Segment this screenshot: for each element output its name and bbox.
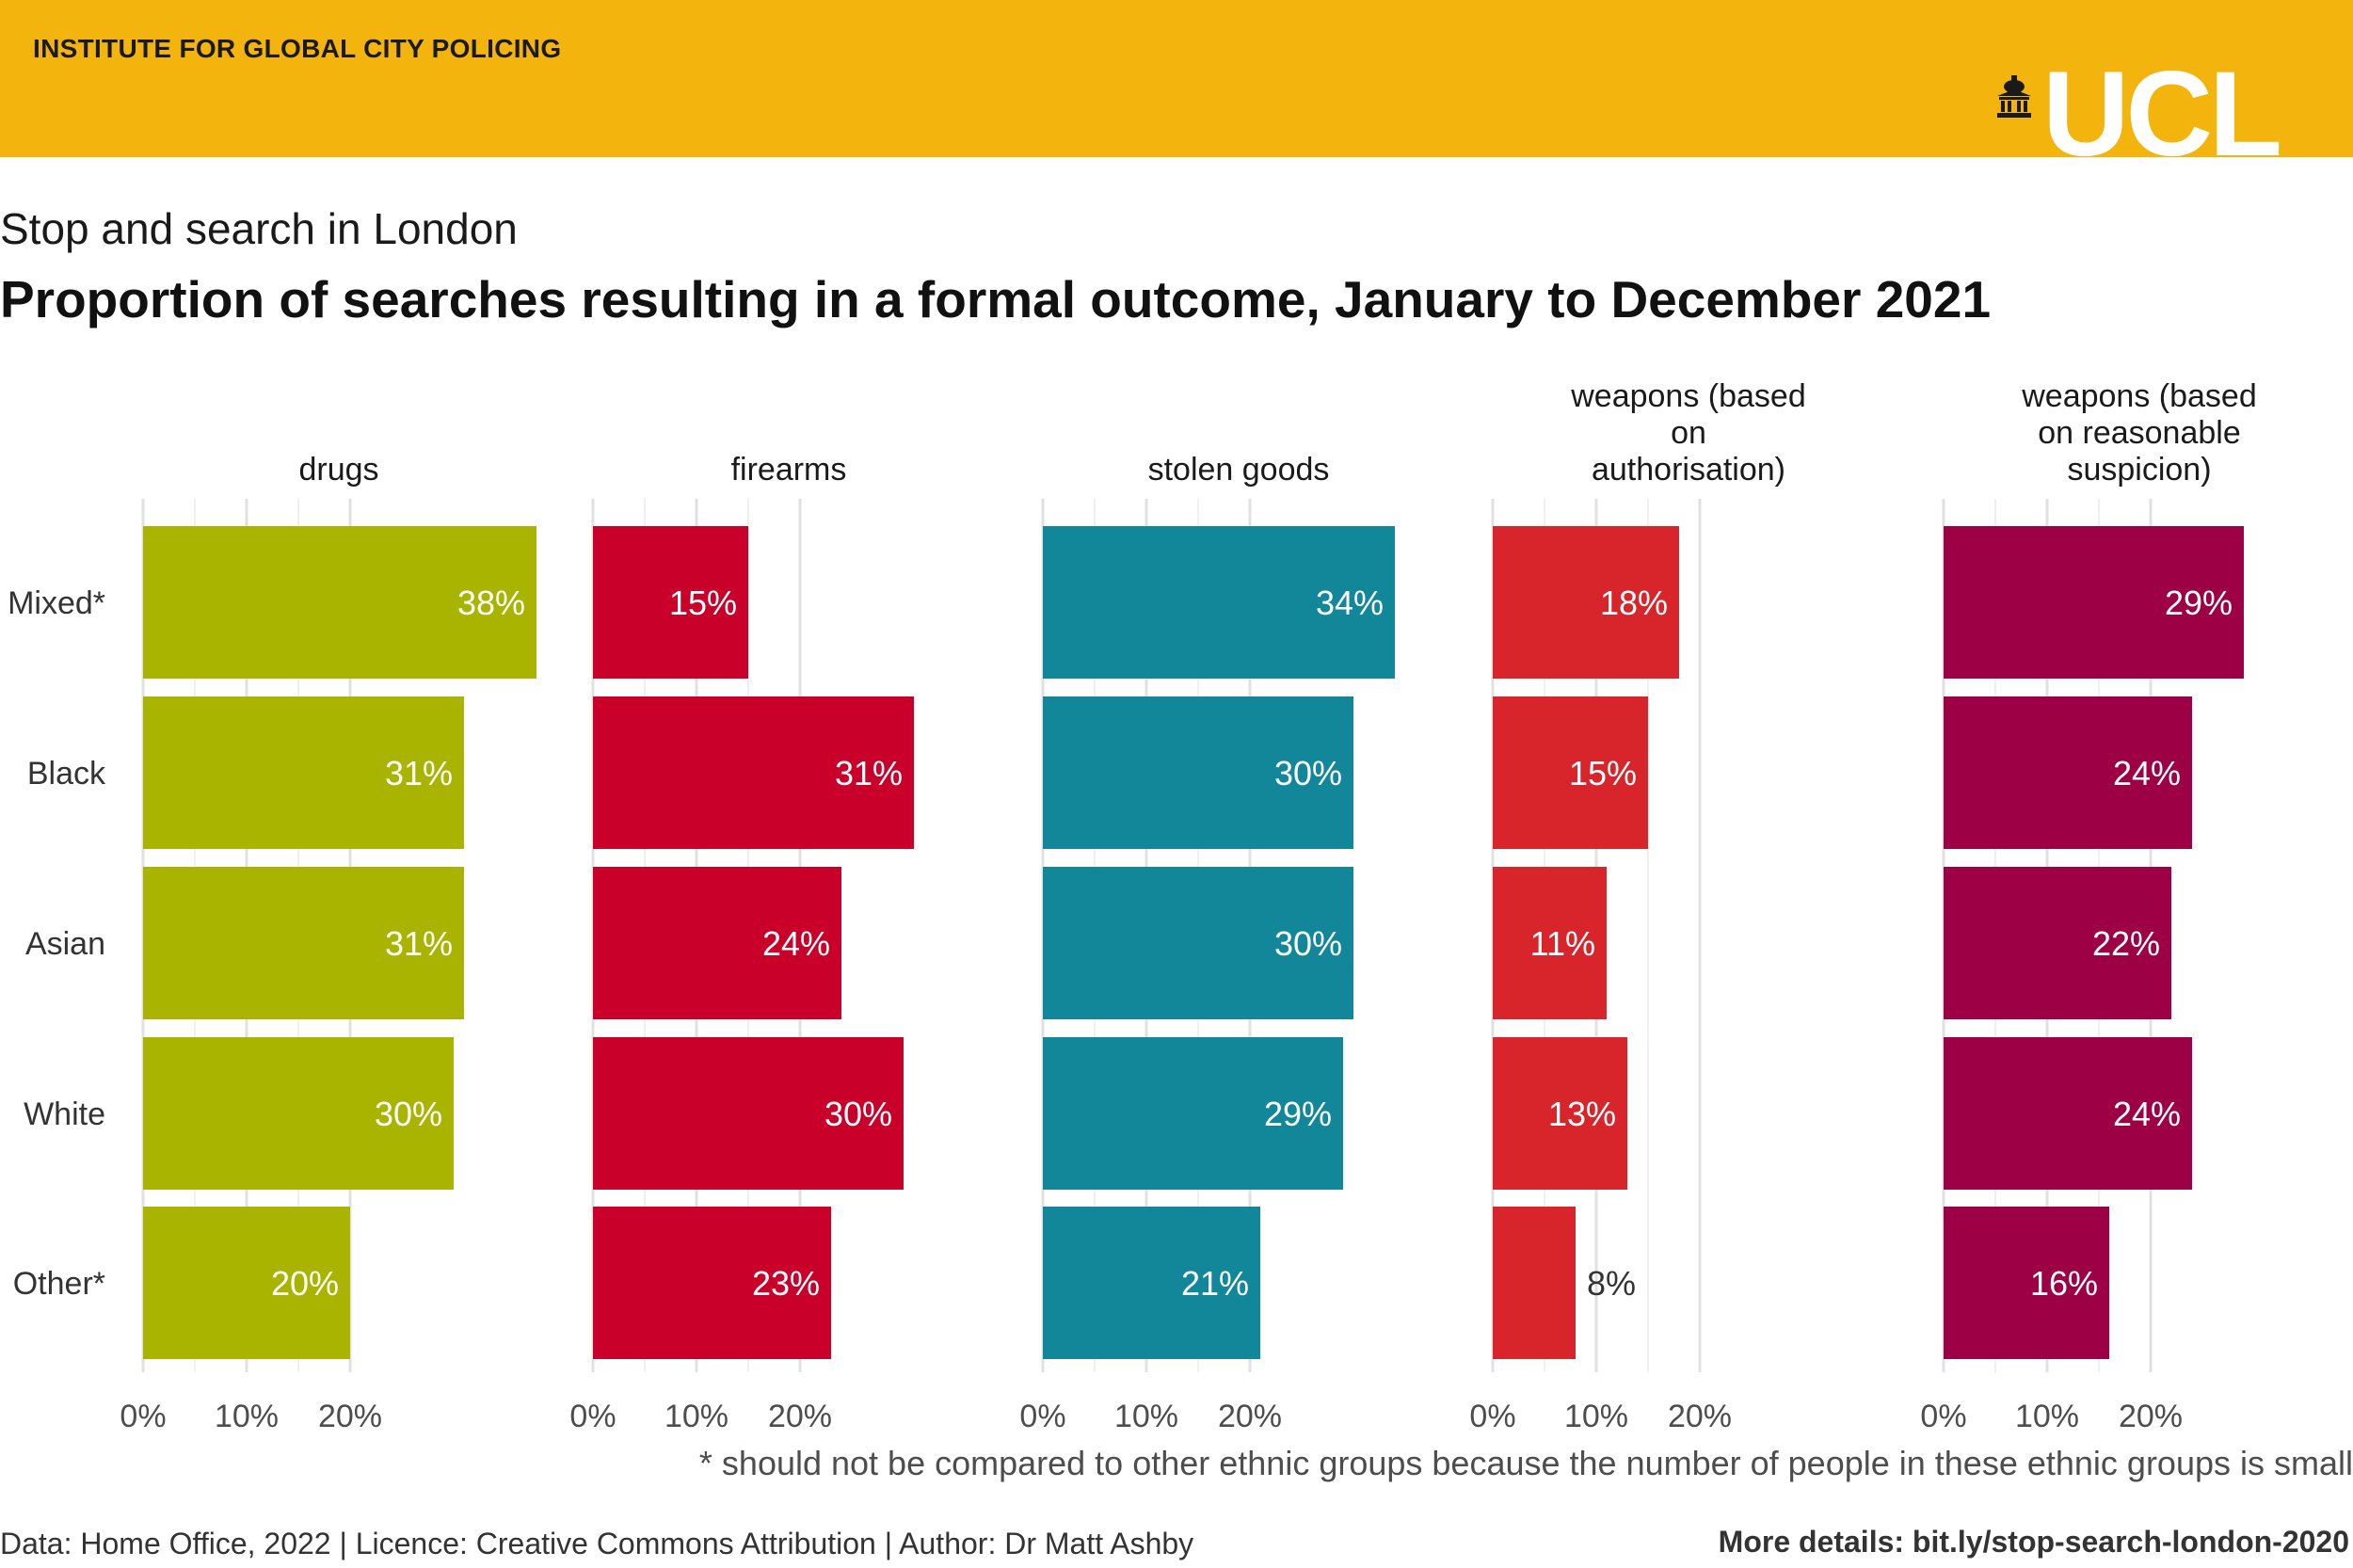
bar [1493, 1037, 1627, 1190]
panel-title: on [1671, 415, 1706, 451]
data-label: 31% [385, 924, 453, 963]
data-label: 31% [835, 754, 903, 792]
data-label: 29% [1264, 1095, 1332, 1133]
data-label: 30% [1274, 754, 1342, 792]
tick-label: 20% [318, 1399, 382, 1434]
bar [593, 867, 841, 1019]
ucl-logo: UCL [1995, 55, 2315, 175]
bar [1043, 696, 1353, 849]
data-label: 24% [2113, 754, 2181, 792]
data-label: 16% [2030, 1264, 2098, 1303]
tick-label: 10% [2015, 1399, 2079, 1434]
bar [143, 1037, 454, 1190]
tick-label: 10% [664, 1399, 728, 1434]
bar [1493, 1207, 1576, 1359]
panel-title: weapons (based [1570, 378, 1806, 414]
panel-title: firearms [731, 452, 847, 488]
bar [1043, 1037, 1343, 1190]
logo-text: UCL [2042, 47, 2282, 182]
tick-label: 20% [1668, 1399, 1732, 1434]
tick-label: 20% [1218, 1399, 1282, 1434]
data-label: 31% [385, 754, 453, 792]
bar [1493, 696, 1648, 849]
bar [1043, 526, 1395, 679]
tick-label: 0% [120, 1399, 166, 1434]
bar [1043, 867, 1353, 1019]
data-label: 24% [762, 924, 830, 963]
tick-label: 20% [768, 1399, 832, 1434]
tick-label: 10% [1114, 1399, 1178, 1434]
data-label: 24% [2113, 1095, 2181, 1133]
panel-title: weapons (based [2021, 378, 2257, 414]
category-label: White [24, 1096, 105, 1132]
bar [1944, 1037, 2192, 1190]
data-credit: Data: Home Office, 2022 | Licence: Creat… [0, 1527, 1194, 1560]
category-label: Other* [13, 1266, 105, 1302]
data-label: 30% [1274, 924, 1342, 963]
tick-label: 10% [1564, 1399, 1628, 1434]
data-label: 38% [457, 584, 525, 622]
bar-chart: Mixed* Black Asian White Other* drugs 38% 31% 31… [8, 378, 2257, 1434]
bar [1944, 526, 2244, 679]
panel-title: stolen goods [1148, 452, 1330, 488]
data-label: 20% [271, 1264, 339, 1303]
tick-label: 10% [215, 1399, 279, 1434]
data-label: 15% [669, 584, 737, 622]
data-label: 23% [752, 1264, 820, 1303]
footnote: * should not be compared to other ethnic… [698, 1444, 2353, 1482]
chart-subtitle: Stop and search in London [0, 204, 518, 253]
bar [593, 1207, 831, 1359]
data-label: 21% [1181, 1264, 1249, 1303]
bar [593, 1037, 904, 1190]
panel-title: on reasonable [2038, 415, 2241, 451]
data-label: 18% [1600, 584, 1668, 622]
chart-title: Proportion of searches resulting in a fo… [0, 270, 1992, 328]
data-label: 15% [1569, 754, 1637, 792]
bar [1043, 1207, 1260, 1359]
organisation-name: INSTITUTE FOR GLOBAL CITY POLICING [33, 34, 562, 63]
details-link[interactable]: More details: bit.ly/stop-search-london-… [1718, 1525, 2349, 1559]
data-label: 34% [1316, 584, 1384, 622]
tick-label: 0% [569, 1399, 616, 1434]
data-label: 30% [824, 1095, 892, 1133]
panel-title: drugs [298, 452, 378, 488]
tick-label: 20% [2119, 1399, 2183, 1434]
data-label: 29% [2165, 584, 2233, 622]
data-label: 13% [1548, 1095, 1616, 1133]
bar [143, 526, 536, 679]
header-banner: INSTITUTE FOR GLOBAL CITY POLICING UCL [0, 0, 2353, 175]
bar [143, 867, 464, 1019]
tick-label: 0% [1469, 1399, 1515, 1434]
data-label: 22% [2092, 924, 2160, 963]
panel-title: suspicion) [2067, 452, 2211, 488]
bar [1493, 867, 1607, 1019]
data-label: 8% [1587, 1264, 1636, 1303]
panel-title: authorisation) [1592, 452, 1785, 488]
bar [593, 696, 914, 849]
data-label: 30% [375, 1095, 442, 1133]
category-label: Black [27, 756, 106, 792]
tick-label: 0% [1019, 1399, 1065, 1434]
category-label: Asian [25, 926, 105, 962]
bar [143, 696, 464, 849]
bar [1493, 526, 1679, 679]
bar [143, 1207, 350, 1359]
bar [1944, 1207, 2109, 1359]
bar [1944, 867, 2171, 1019]
tick-label: 0% [1920, 1399, 1966, 1434]
category-label: Mixed* [8, 585, 105, 621]
bar [1944, 696, 2192, 849]
data-label: 11% [1530, 924, 1595, 963]
bar [593, 526, 748, 679]
portico-icon [1997, 75, 2031, 118]
